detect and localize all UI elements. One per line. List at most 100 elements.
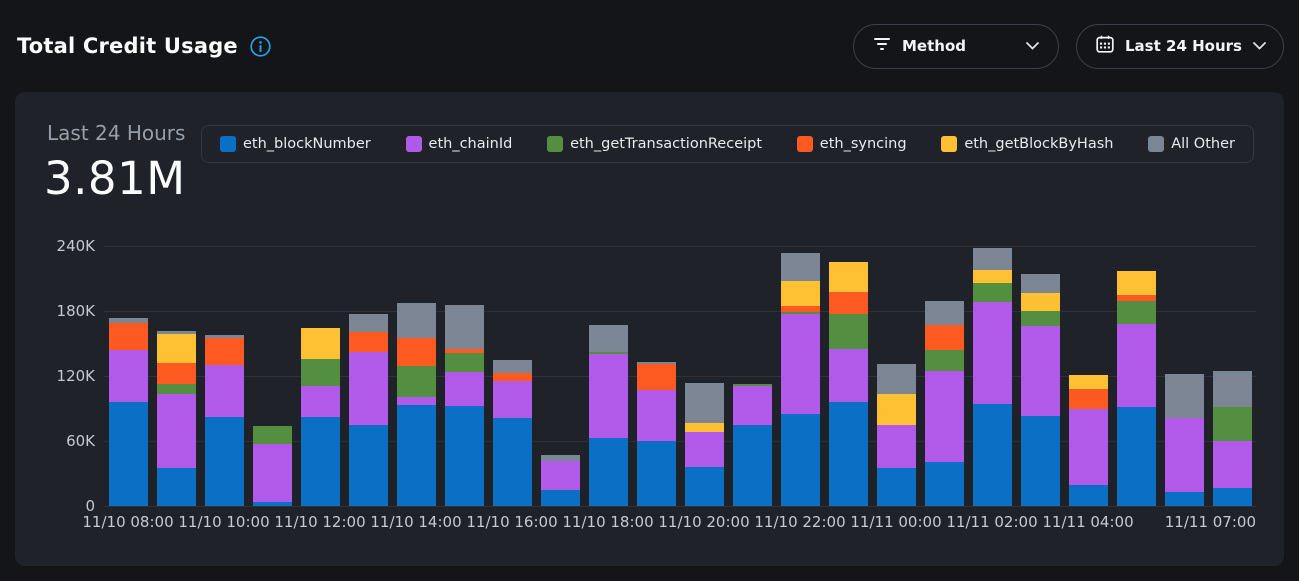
- bar-segment-eth_chainId: [781, 314, 820, 414]
- bar-segment-eth_getTransactionReceipt: [397, 366, 436, 396]
- time-range-button[interactable]: Last 24 Hours: [1076, 24, 1284, 69]
- bar-segment-eth_chainId: [301, 386, 340, 417]
- bar-segment-eth_getTransactionReceipt: [253, 426, 292, 444]
- info-icon[interactable]: [249, 35, 272, 58]
- bar-segment-eth_blockNumber: [637, 441, 676, 506]
- x-axis-label-11/10 10:00: 11/10 10:00: [178, 513, 269, 531]
- bar-segment-All Other: [973, 248, 1012, 270]
- page-title: Total Credit Usage: [17, 34, 238, 58]
- legend-swatch: [1148, 136, 1164, 152]
- bar-segment-eth_getBlockByHash: [685, 423, 724, 433]
- bar-segment-eth_chainId: [397, 397, 436, 406]
- bar-11/10 16:00[interactable]: [493, 360, 532, 506]
- gridline-0: [104, 506, 1256, 507]
- legend-swatch: [406, 136, 422, 152]
- bar-segment-eth_getTransactionReceipt: [829, 314, 868, 349]
- legend-item-eth_syncing[interactable]: eth_syncing: [797, 136, 907, 152]
- bar-11/10 22:00[interactable]: [781, 253, 820, 506]
- legend-item-All Other[interactable]: All Other: [1148, 136, 1235, 152]
- bar-11/11 05:00[interactable]: [1117, 271, 1156, 506]
- bar-segment-eth_getBlockByHash: [157, 334, 196, 363]
- legend-item-eth_blockNumber[interactable]: eth_blockNumber: [220, 136, 371, 152]
- bar-11/11 07:00[interactable]: [1213, 371, 1252, 506]
- period-label: Last 24 Hours: [47, 121, 185, 145]
- bar-segment-eth_getTransactionReceipt: [1213, 407, 1252, 441]
- bar-segment-eth_chainId: [253, 444, 292, 501]
- bar-11/11 01:00[interactable]: [925, 301, 964, 506]
- bar-segment-eth_getBlockByHash: [829, 262, 868, 291]
- bar-segment-eth_blockNumber: [1069, 485, 1108, 506]
- bar-segment-eth_chainId: [349, 352, 388, 425]
- bar-segment-eth_chainId: [541, 461, 580, 490]
- bar-11/10 10:00[interactable]: [205, 335, 244, 506]
- bar-segment-All Other: [349, 314, 388, 331]
- bar-11/11 04:00[interactable]: [1069, 375, 1108, 506]
- bar-11/10 14:00[interactable]: [397, 303, 436, 506]
- bar-segment-All Other: [589, 325, 628, 352]
- x-axis-label-11/11 00:00: 11/11 00:00: [850, 513, 941, 531]
- x-axis-label-11/10 14:00: 11/10 14:00: [370, 513, 461, 531]
- bar-segment-eth_blockNumber: [829, 402, 868, 506]
- bar-segment-eth_chainId: [637, 390, 676, 441]
- bar-segment-eth_blockNumber: [1213, 488, 1252, 506]
- bar-segment-eth_chainId: [109, 350, 148, 402]
- bar-segment-eth_getTransactionReceipt: [973, 283, 1012, 303]
- calendar-icon: [1096, 35, 1114, 57]
- bar-11/10 21:00[interactable]: [733, 384, 772, 506]
- legend-item-eth_getBlockByHash[interactable]: eth_getBlockByHash: [941, 136, 1113, 152]
- bar-11/11 06:00[interactable]: [1165, 374, 1204, 506]
- x-axis-label-11/11 02:00: 11/11 02:00: [946, 513, 1037, 531]
- x-axis-label-11/10 08:00: 11/10 08:00: [82, 513, 173, 531]
- bar-segment-eth_blockNumber: [1021, 416, 1060, 506]
- bar-11/10 13:00[interactable]: [349, 314, 388, 506]
- bar-segment-eth_blockNumber: [781, 414, 820, 506]
- bar-segment-eth_chainId: [877, 425, 916, 468]
- bar-segment-eth_blockNumber: [877, 468, 916, 506]
- legend-label: eth_getTransactionReceipt: [570, 136, 762, 152]
- x-axis-label-11/10 18:00: 11/10 18:00: [562, 513, 653, 531]
- method-filter-button[interactable]: Method: [853, 24, 1059, 69]
- bar-segment-All Other: [1021, 274, 1060, 292]
- bar-segment-eth_chainId: [829, 349, 868, 402]
- bar-11/10 23:00[interactable]: [829, 262, 868, 506]
- x-axis-label-11/10 22:00: 11/10 22:00: [754, 513, 845, 531]
- chart-plot: [104, 246, 1256, 507]
- bar-11/10 12:00[interactable]: [301, 328, 340, 506]
- bar-segment-All Other: [685, 383, 724, 423]
- bar-11/10 19:00[interactable]: [637, 362, 676, 506]
- bar-11/10 08:00[interactable]: [109, 318, 148, 506]
- bar-segment-eth_getBlockByHash: [781, 281, 820, 306]
- x-axis-labels: 11/10 08:0011/10 10:0011/10 12:0011/10 1…: [104, 513, 1256, 537]
- header-controls: Method Last 24 Hours: [853, 24, 1284, 69]
- bar-segment-eth_chainId: [925, 371, 964, 462]
- bar-segment-eth_chainId: [685, 432, 724, 467]
- legend-item-eth_getTransactionReceipt[interactable]: eth_getTransactionReceipt: [547, 136, 762, 152]
- bar-segment-eth_getTransactionReceipt: [445, 353, 484, 371]
- bar-segment-eth_blockNumber: [253, 502, 292, 506]
- bar-11/11 02:00[interactable]: [973, 248, 1012, 506]
- bar-segment-eth_blockNumber: [733, 425, 772, 506]
- bar-11/10 17:00[interactable]: [541, 455, 580, 506]
- bar-segment-eth_getBlockByHash: [1021, 293, 1060, 311]
- bar-segment-eth_chainId: [589, 354, 628, 437]
- bar-11/11 03:00[interactable]: [1021, 274, 1060, 506]
- time-range-label: Last 24 Hours: [1125, 37, 1242, 55]
- gridline-240K: [104, 246, 1256, 247]
- bar-11/10 18:00[interactable]: [589, 325, 628, 506]
- bar-segment-eth_chainId: [445, 372, 484, 407]
- bar-11/10 11:00[interactable]: [253, 426, 292, 506]
- bar-11/11 00:00[interactable]: [877, 364, 916, 506]
- bar-segment-eth_getTransactionReceipt: [1117, 301, 1156, 324]
- bar-segment-All Other: [781, 253, 820, 281]
- bar-segment-eth_syncing: [157, 363, 196, 384]
- bar-segment-eth_chainId: [157, 394, 196, 468]
- bar-11/10 09:00[interactable]: [157, 331, 196, 506]
- bar-segment-All Other: [1213, 371, 1252, 408]
- bar-11/10 15:00[interactable]: [445, 305, 484, 506]
- bar-segment-eth_syncing: [349, 332, 388, 353]
- bar-segment-eth_syncing: [205, 338, 244, 365]
- bar-segment-eth_blockNumber: [397, 405, 436, 506]
- legend-item-eth_chainId[interactable]: eth_chainId: [406, 136, 513, 152]
- bar-segment-eth_blockNumber: [445, 406, 484, 506]
- bar-11/10 20:00[interactable]: [685, 383, 724, 506]
